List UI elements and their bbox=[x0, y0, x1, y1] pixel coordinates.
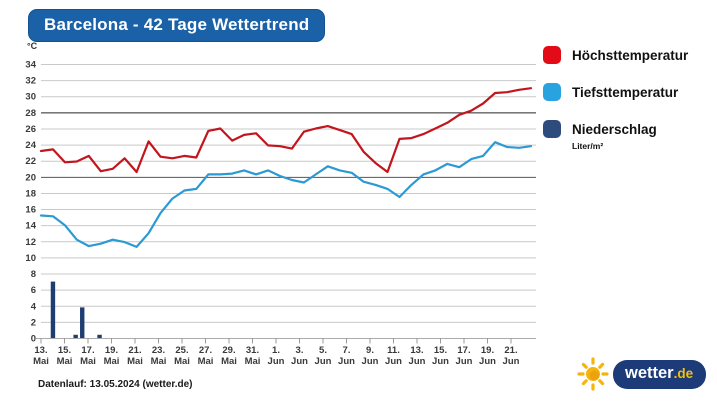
svg-text:Mai: Mai bbox=[198, 356, 214, 367]
svg-text:Mai: Mai bbox=[33, 356, 49, 367]
svg-text:Mai: Mai bbox=[245, 356, 261, 367]
hoechsttemperatur-swatch-icon bbox=[543, 46, 561, 64]
svg-text:Jun: Jun bbox=[268, 356, 285, 367]
svg-text:16: 16 bbox=[25, 205, 36, 216]
svg-text:Mai: Mai bbox=[127, 356, 143, 367]
svg-text:20: 20 bbox=[25, 172, 36, 183]
svg-text:32: 32 bbox=[25, 76, 36, 87]
gridlines bbox=[41, 64, 536, 323]
svg-text:4: 4 bbox=[31, 301, 37, 312]
legend: Höchsttemperatur Tiefsttemperatur Nieder… bbox=[543, 46, 713, 151]
svg-text:29.: 29. bbox=[222, 345, 235, 356]
höchsttemperatur-line bbox=[39, 87, 533, 174]
logo-tld: .de bbox=[673, 365, 694, 381]
svg-text:Mai: Mai bbox=[221, 356, 237, 367]
svg-text:Jun: Jun bbox=[315, 356, 332, 367]
svg-text:11.: 11. bbox=[387, 345, 400, 356]
sun-icon bbox=[577, 357, 609, 391]
svg-text:15.: 15. bbox=[434, 345, 447, 356]
wetter-de-wordmark: wetter .de bbox=[613, 359, 707, 389]
niederschlag-bar bbox=[80, 307, 85, 338]
svg-text:25.: 25. bbox=[175, 345, 188, 356]
svg-text:Mai: Mai bbox=[151, 356, 167, 367]
svg-text:17.: 17. bbox=[457, 345, 470, 356]
svg-text:28: 28 bbox=[25, 108, 36, 119]
niederschlag-bar bbox=[97, 334, 102, 338]
svg-text:3.: 3. bbox=[296, 345, 304, 356]
tiefsttemperatur-swatch-icon bbox=[543, 83, 561, 101]
svg-text:12: 12 bbox=[25, 237, 36, 248]
svg-text:34: 34 bbox=[25, 60, 36, 71]
svg-text:21.: 21. bbox=[504, 345, 517, 356]
svg-text:Jun: Jun bbox=[479, 356, 496, 367]
tiefsttemperatur-line bbox=[39, 141, 533, 248]
svg-text:Jun: Jun bbox=[409, 356, 426, 367]
svg-text:19.: 19. bbox=[481, 345, 494, 356]
svg-text:5.: 5. bbox=[319, 345, 327, 356]
svg-text:6: 6 bbox=[31, 285, 36, 296]
svg-text:Mai: Mai bbox=[57, 356, 73, 367]
svg-text:18: 18 bbox=[25, 188, 36, 199]
svg-text:Jun: Jun bbox=[362, 356, 379, 367]
svg-text:7.: 7. bbox=[343, 345, 351, 356]
legend-label-niederschlag: Niederschlag bbox=[572, 121, 657, 137]
legend-item-tiefsttemperatur: Tiefsttemperatur bbox=[543, 83, 713, 101]
svg-text:22: 22 bbox=[25, 156, 36, 167]
svg-text:Mai: Mai bbox=[174, 356, 190, 367]
svg-text:24: 24 bbox=[25, 140, 36, 151]
legend-item-niederschlag: Niederschlag bbox=[543, 120, 713, 138]
niederschlag-bar bbox=[50, 281, 56, 338]
wetter-de-logo: wetter .de bbox=[576, 356, 707, 392]
svg-text:21.: 21. bbox=[128, 345, 141, 356]
svg-text:0: 0 bbox=[31, 334, 36, 345]
svg-text:2: 2 bbox=[31, 317, 36, 328]
svg-text:14: 14 bbox=[25, 221, 36, 232]
y-axis-unit: °C bbox=[27, 41, 38, 51]
data-run-caption: Datenlauf: 13.05.2024 (wetter.de) bbox=[38, 379, 193, 390]
svg-text:9.: 9. bbox=[366, 345, 374, 356]
svg-text:30: 30 bbox=[25, 92, 36, 103]
svg-text:Jun: Jun bbox=[456, 356, 473, 367]
svg-text:13.: 13. bbox=[34, 345, 47, 356]
svg-text:13.: 13. bbox=[410, 345, 423, 356]
svg-text:Jun: Jun bbox=[338, 356, 355, 367]
svg-text:17.: 17. bbox=[81, 345, 94, 356]
svg-text:1.: 1. bbox=[272, 345, 280, 356]
svg-text:Jun: Jun bbox=[291, 356, 308, 367]
niederschlag-bar bbox=[73, 334, 78, 338]
svg-text:8: 8 bbox=[31, 269, 36, 280]
svg-text:15.: 15. bbox=[58, 345, 71, 356]
niederschlag-swatch-icon bbox=[543, 120, 561, 138]
legend-label-tiefsttemperatur: Tiefsttemperatur bbox=[572, 84, 679, 100]
x-axis: 13.Mai15.Mai17.Mai19.Mai21.Mai23.Mai25.M… bbox=[33, 338, 536, 367]
svg-text:10: 10 bbox=[25, 253, 36, 264]
svg-text:27.: 27. bbox=[199, 345, 212, 356]
svg-text:Jun: Jun bbox=[503, 356, 520, 367]
svg-text:23.: 23. bbox=[152, 345, 165, 356]
svg-text:Jun: Jun bbox=[385, 356, 402, 367]
niederschlag-unit-label: Liter/m² bbox=[572, 141, 604, 151]
svg-text:31.: 31. bbox=[246, 345, 259, 356]
niederschlag-bars bbox=[50, 281, 102, 338]
legend-item-hoechsttemperatur: Höchsttemperatur bbox=[543, 46, 713, 64]
svg-text:Mai: Mai bbox=[104, 356, 120, 367]
svg-text:26: 26 bbox=[25, 124, 36, 135]
svg-text:19.: 19. bbox=[105, 345, 118, 356]
legend-label-hoechsttemperatur: Höchsttemperatur bbox=[572, 47, 689, 63]
chart-title: Barcelona - 42 Tage Wettertrend bbox=[28, 9, 326, 42]
svg-text:Jun: Jun bbox=[432, 356, 449, 367]
logo-word: wetter bbox=[625, 363, 674, 382]
svg-text:Mai: Mai bbox=[80, 356, 96, 367]
